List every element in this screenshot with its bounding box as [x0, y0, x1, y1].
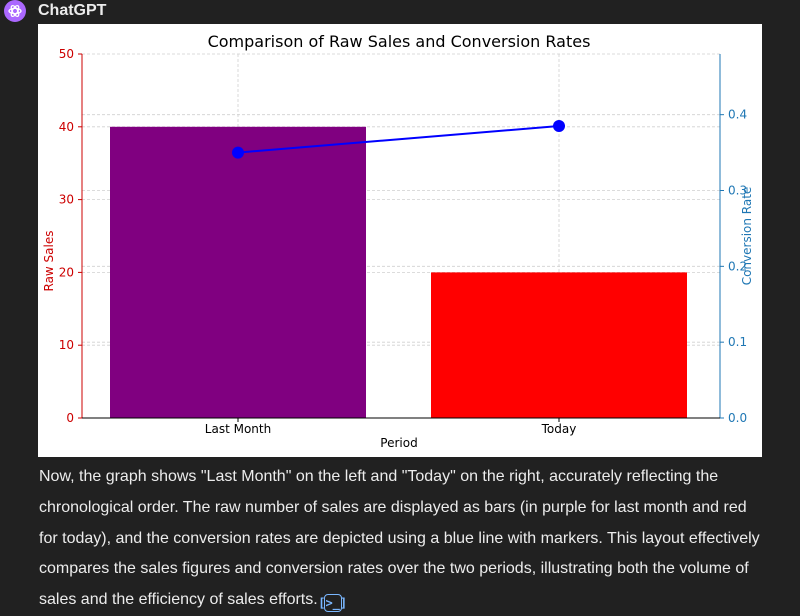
y-tick-label-left: 30: [59, 193, 74, 207]
y-tick-label-right: 0.4: [728, 108, 747, 122]
conversion-marker-today: [553, 120, 565, 133]
y-axis-label-left: Raw Sales: [42, 231, 56, 292]
bar-last-month: [110, 126, 366, 419]
sender-name: ChatGPT: [38, 2, 107, 19]
y-axis-label-right: Conversion Rate: [740, 187, 754, 286]
assistant-message: Now, the graph shows "Last Month" on the…: [39, 462, 769, 616]
chart-image: Comparison of Raw Sales and Conversion R…: [38, 24, 762, 457]
message-text: Now, the graph shows "Last Month" on the…: [39, 468, 760, 609]
message-header: ChatGPT: [0, 0, 800, 24]
chart-title: Comparison of Raw Sales and Conversion R…: [208, 32, 591, 51]
x-axis-label: Period: [380, 436, 417, 450]
y-tick-label-right: 0.1: [728, 335, 747, 349]
y-tick-label-left: 40: [59, 120, 74, 134]
y-tick-label-left: 20: [59, 265, 74, 279]
y-tick-label-right: 0.2: [728, 259, 747, 273]
y-tick-label-left: 0: [66, 411, 74, 425]
y-tick-label-right: 0.3: [728, 184, 747, 198]
x-tick-label: Last Month: [205, 422, 271, 436]
y-tick-label-left: 50: [59, 47, 74, 61]
y-tick-label-left: 10: [59, 338, 74, 352]
chart-svg: Comparison of Raw Sales and Conversion R…: [42, 32, 754, 450]
x-tick-label: Today: [541, 422, 577, 436]
y-tick-label-right: 0.0: [728, 411, 747, 425]
conversion-marker-last-month: [232, 146, 244, 159]
openai-logo-icon: [4, 0, 26, 22]
conversion-rate-line: [237, 125, 560, 154]
bar-today: [431, 272, 687, 418]
code-interpreter-icon[interactable]: [>_]: [318, 594, 348, 613]
